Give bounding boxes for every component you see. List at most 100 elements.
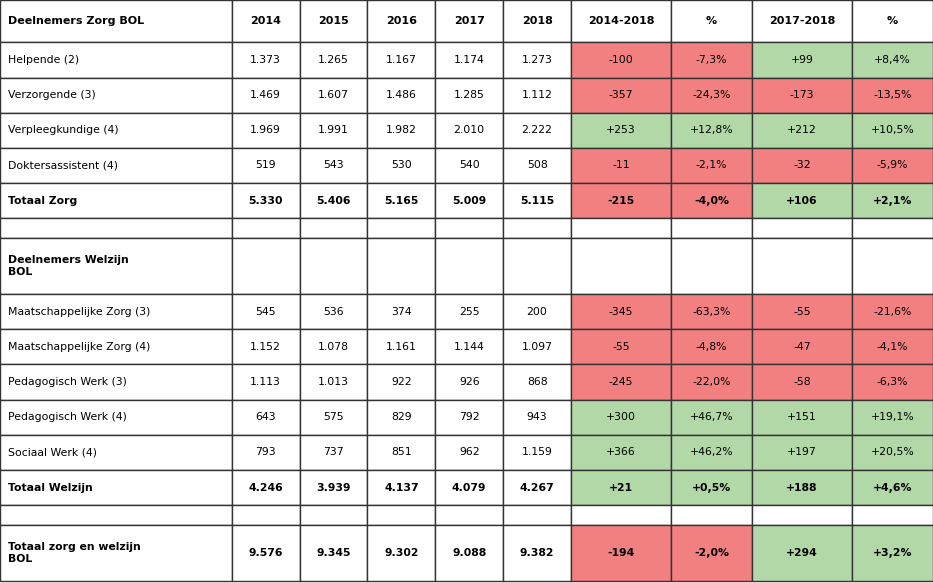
Text: 1.152: 1.152 [250,342,281,352]
Bar [571,148,671,183]
Text: Totaal Welzijn: Totaal Welzijn [8,483,92,493]
Text: Doktersassistent (4): Doktersassistent (4) [8,160,118,170]
Text: -2,0%: -2,0% [694,548,729,558]
Bar [299,218,368,238]
Text: -5,9%: -5,9% [877,160,909,170]
Text: 374: 374 [391,307,411,317]
Bar [231,238,299,294]
Bar [436,435,503,470]
Bar [503,148,571,183]
Bar [671,435,752,470]
Bar [368,218,436,238]
Text: Sociaal Werk (4): Sociaal Werk (4) [8,447,97,457]
Text: 1.144: 1.144 [453,342,484,352]
Bar [752,148,852,183]
Bar [852,470,933,505]
Bar [368,470,436,505]
Bar [671,505,752,525]
Text: 2.222: 2.222 [522,125,552,135]
Bar [752,43,852,78]
Text: Totaal Zorg: Totaal Zorg [8,196,77,206]
Bar [671,78,752,113]
Text: +10,5%: +10,5% [870,125,914,135]
Bar [368,0,436,43]
Bar [0,78,231,113]
Text: 1.469: 1.469 [250,90,281,100]
Text: -6,3%: -6,3% [877,377,909,387]
Bar [0,470,231,505]
Text: 943: 943 [527,412,548,422]
Text: 545: 545 [256,307,276,317]
Bar [671,238,752,294]
Text: -11: -11 [612,160,630,170]
Bar [299,525,368,581]
Bar [752,435,852,470]
Bar [503,183,571,218]
Text: +12,8%: +12,8% [689,125,733,135]
Text: -55: -55 [793,307,811,317]
Bar [368,43,436,78]
Bar [368,329,436,364]
Text: 5.165: 5.165 [384,196,419,206]
Bar [852,505,933,525]
Bar [571,399,671,435]
Text: +294: +294 [787,548,818,558]
Text: 2016: 2016 [386,16,417,26]
Text: -63,3%: -63,3% [692,307,731,317]
Text: -245: -245 [609,377,634,387]
Bar [503,78,571,113]
Bar [368,183,436,218]
Bar [368,525,436,581]
Bar [752,364,852,399]
Text: 543: 543 [323,160,343,170]
Bar [436,183,503,218]
Bar [852,364,933,399]
Bar [436,329,503,364]
Text: Deelnemers Zorg BOL: Deelnemers Zorg BOL [8,16,144,26]
Bar [571,0,671,43]
Text: -7,3%: -7,3% [696,55,728,65]
Bar [0,505,231,525]
Bar [231,470,299,505]
Text: 1.174: 1.174 [453,55,484,65]
Bar [571,364,671,399]
Bar [436,78,503,113]
Bar [436,43,503,78]
Bar [368,399,436,435]
Bar [299,43,368,78]
Bar [368,364,436,399]
Text: 2014: 2014 [250,16,281,26]
Text: 1.112: 1.112 [522,90,552,100]
Bar [503,399,571,435]
Bar [671,218,752,238]
Bar [671,148,752,183]
Text: 5.330: 5.330 [248,196,283,206]
Text: 1.273: 1.273 [522,55,552,65]
Text: +2,1%: +2,1% [873,196,912,206]
Bar [368,238,436,294]
Bar [368,148,436,183]
Text: 2015: 2015 [318,16,349,26]
Bar [0,0,231,43]
Text: 9.302: 9.302 [384,548,419,558]
Bar [571,78,671,113]
Bar [752,238,852,294]
Text: -4,1%: -4,1% [877,342,909,352]
Bar [852,399,933,435]
Bar [436,505,503,525]
Bar [231,294,299,329]
Text: -32: -32 [793,160,811,170]
Text: -47: -47 [793,342,811,352]
Bar [0,364,231,399]
Text: Helpende (2): Helpende (2) [8,55,79,65]
Text: -24,3%: -24,3% [692,90,731,100]
Text: +46,7%: +46,7% [689,412,733,422]
Text: 5.115: 5.115 [520,196,554,206]
Bar [503,238,571,294]
Bar [671,183,752,218]
Text: +188: +188 [787,483,818,493]
Text: 4.079: 4.079 [452,483,486,493]
Bar [299,435,368,470]
Bar [368,113,436,148]
Text: -345: -345 [609,307,634,317]
